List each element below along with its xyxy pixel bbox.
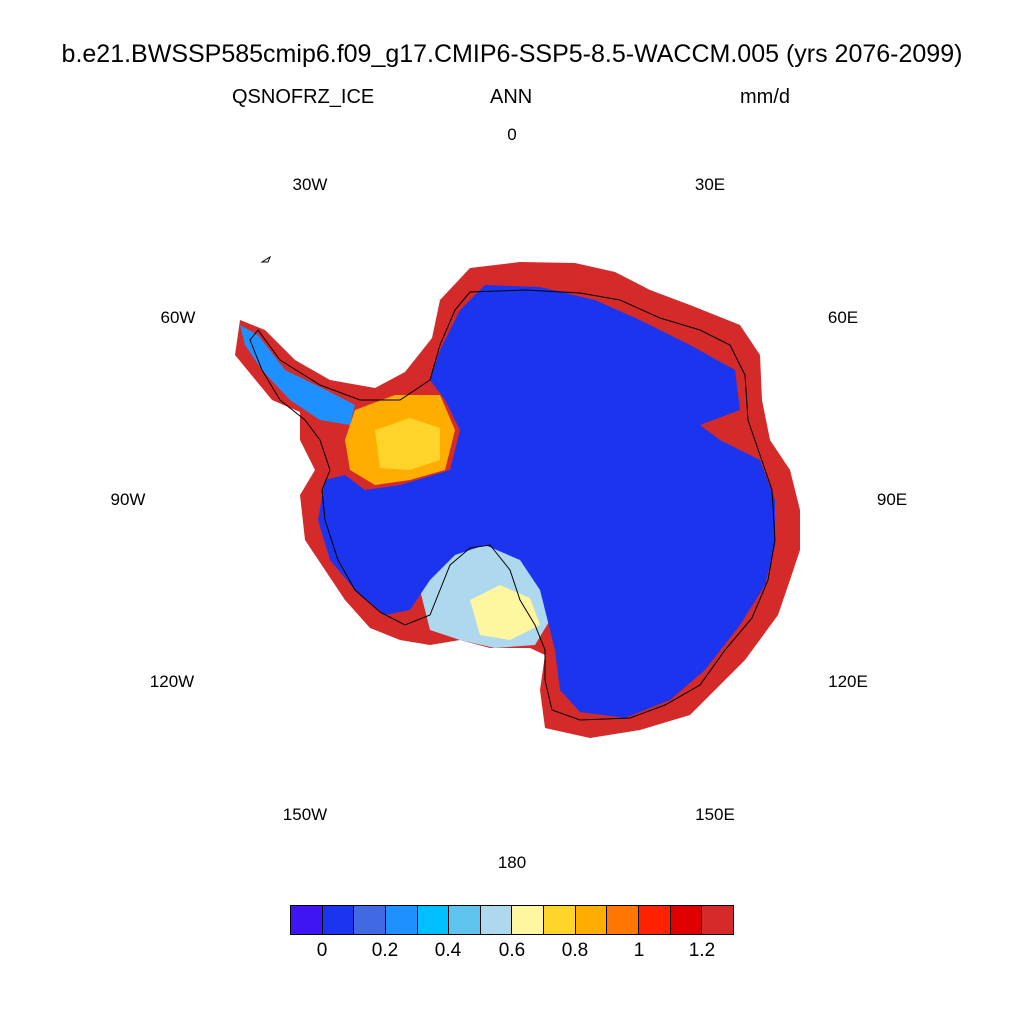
lon-label-120w: 120W <box>149 672 195 691</box>
colorbar-box <box>702 906 733 934</box>
colorbar-box <box>512 906 545 934</box>
colorbar-box <box>385 906 418 934</box>
colorbar-box <box>449 906 481 934</box>
coastline <box>249 289 776 721</box>
lon-label-150e: 150E <box>695 805 735 824</box>
colorbar-label: 0.8 <box>561 940 589 961</box>
plot-title: b.e21.BWSSP585cmip6.f09_g17.CMIP6-SSP5-8… <box>61 40 963 68</box>
lon-label-0: 0 <box>507 125 517 144</box>
lon-label-60e: 60E <box>827 308 859 327</box>
lon-label-180: 180 <box>497 853 527 872</box>
colorbar-box <box>322 906 355 934</box>
colorbar-box <box>544 906 576 934</box>
small-island-outline <box>260 255 272 263</box>
colorbar-box <box>607 906 640 934</box>
lon-label-120e: 120E <box>828 672 868 691</box>
peninsula-band <box>240 325 355 425</box>
units-label: mm/d <box>740 86 790 108</box>
colorbar-box <box>639 906 671 934</box>
lon-label-90w: 90W <box>110 490 146 509</box>
variable-name: QSNOFRZ_ICE <box>232 86 375 108</box>
colorbar-box <box>417 906 450 934</box>
lon-label-90e: 90E <box>876 490 908 509</box>
colorbar-box <box>480 906 513 934</box>
season-label: ANN <box>490 86 533 108</box>
ice-sheet-interior <box>318 285 775 718</box>
lon-label-60w: 60W <box>160 308 196 327</box>
colorbar-label: 0 <box>316 940 328 961</box>
colorbar-box <box>670 906 703 934</box>
colorbar-box <box>354 906 386 934</box>
weddell-shelf-yellow <box>375 418 440 470</box>
colorbar-label: 0.2 <box>371 940 399 961</box>
colorbar-label: 0.6 <box>498 940 526 961</box>
lon-label-30w: 30W <box>292 175 328 194</box>
lon-label-150w: 150W <box>282 805 328 824</box>
ross-shelf-yellow <box>470 585 540 640</box>
colorbar-label: 1 <box>633 940 645 961</box>
colorbar <box>290 905 734 935</box>
colorbar-box <box>575 906 608 934</box>
colorbar-label: 1.2 <box>688 940 716 961</box>
lon-label-30e: 30E <box>694 175 726 194</box>
colorbar-box <box>291 906 323 934</box>
colorbar-label: 0.4 <box>434 940 462 961</box>
